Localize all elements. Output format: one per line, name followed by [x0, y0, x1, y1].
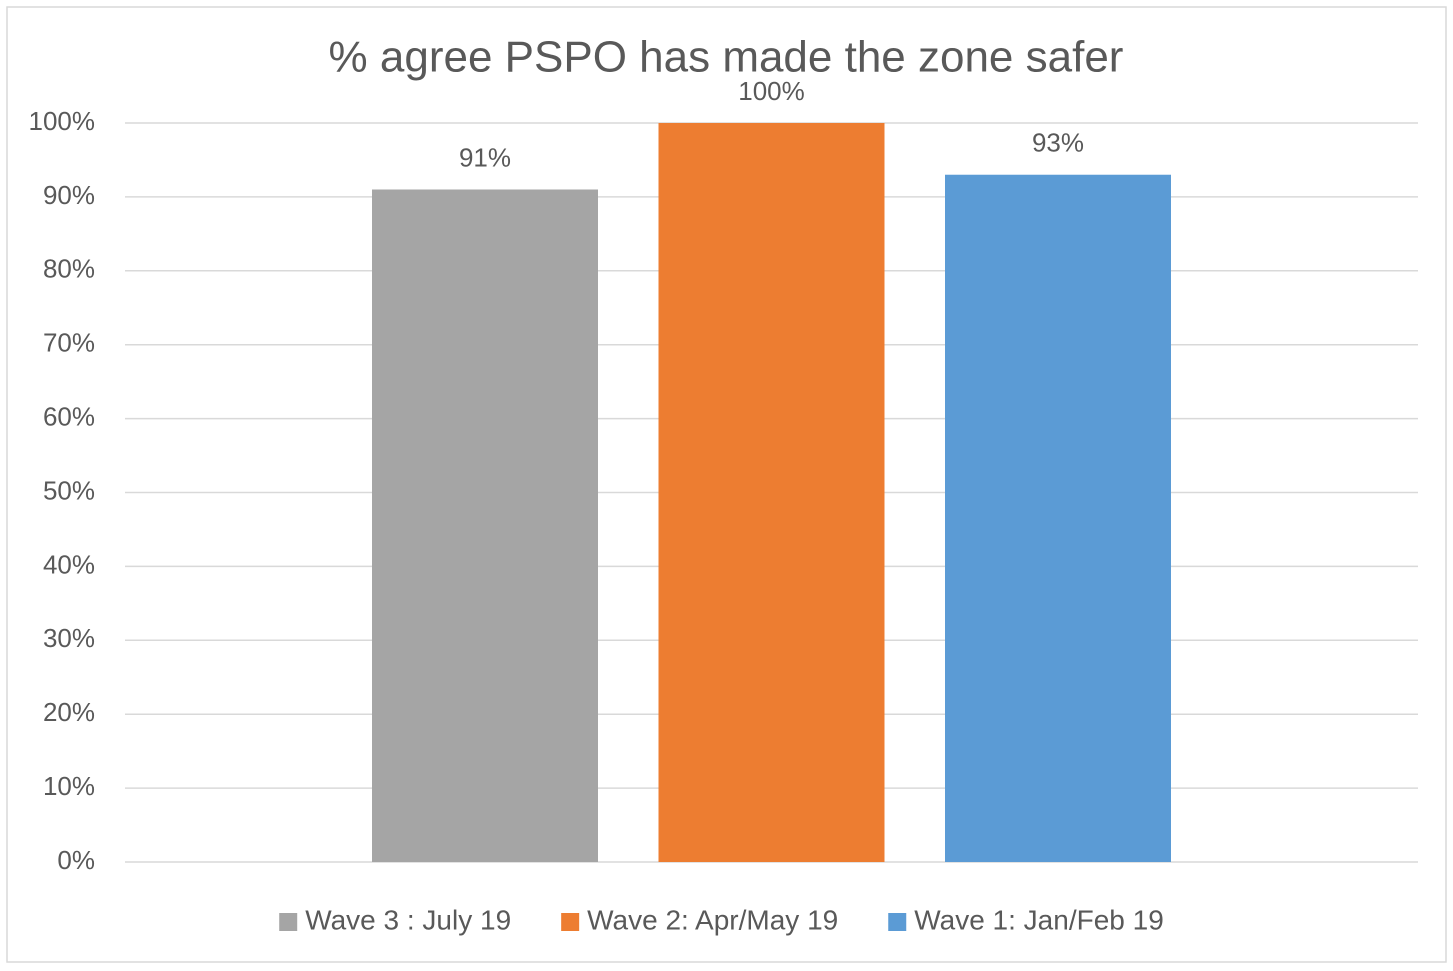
y-tick-label: 70%	[43, 328, 95, 358]
y-tick-label: 0%	[57, 845, 95, 875]
legend-swatch	[561, 913, 580, 931]
legend-swatch	[279, 913, 298, 931]
legend-swatch	[888, 913, 907, 931]
bar	[372, 189, 598, 862]
y-tick-label: 50%	[43, 475, 95, 505]
y-tick-label: 10%	[43, 771, 95, 801]
y-tick-label: 60%	[43, 401, 95, 431]
bar	[658, 123, 885, 862]
data-label: 100%	[738, 76, 805, 106]
y-tick-label: 20%	[43, 697, 95, 727]
y-tick-label: 100%	[29, 106, 96, 136]
y-tick-label: 80%	[43, 254, 95, 284]
y-tick-label: 30%	[43, 623, 95, 653]
chart-title: % agree PSPO has made the zone safer	[329, 33, 1124, 82]
legend-label: Wave 1: Jan/Feb 19	[914, 904, 1164, 935]
data-label: 93%	[1032, 128, 1084, 158]
y-tick-label: 90%	[43, 180, 95, 210]
data-label: 91%	[459, 142, 511, 172]
legend-label: Wave 3 : July 19	[305, 904, 511, 935]
y-tick-label: 40%	[43, 549, 95, 579]
legend-label: Wave 2: Apr/May 19	[587, 904, 838, 935]
bar	[945, 174, 1171, 863]
